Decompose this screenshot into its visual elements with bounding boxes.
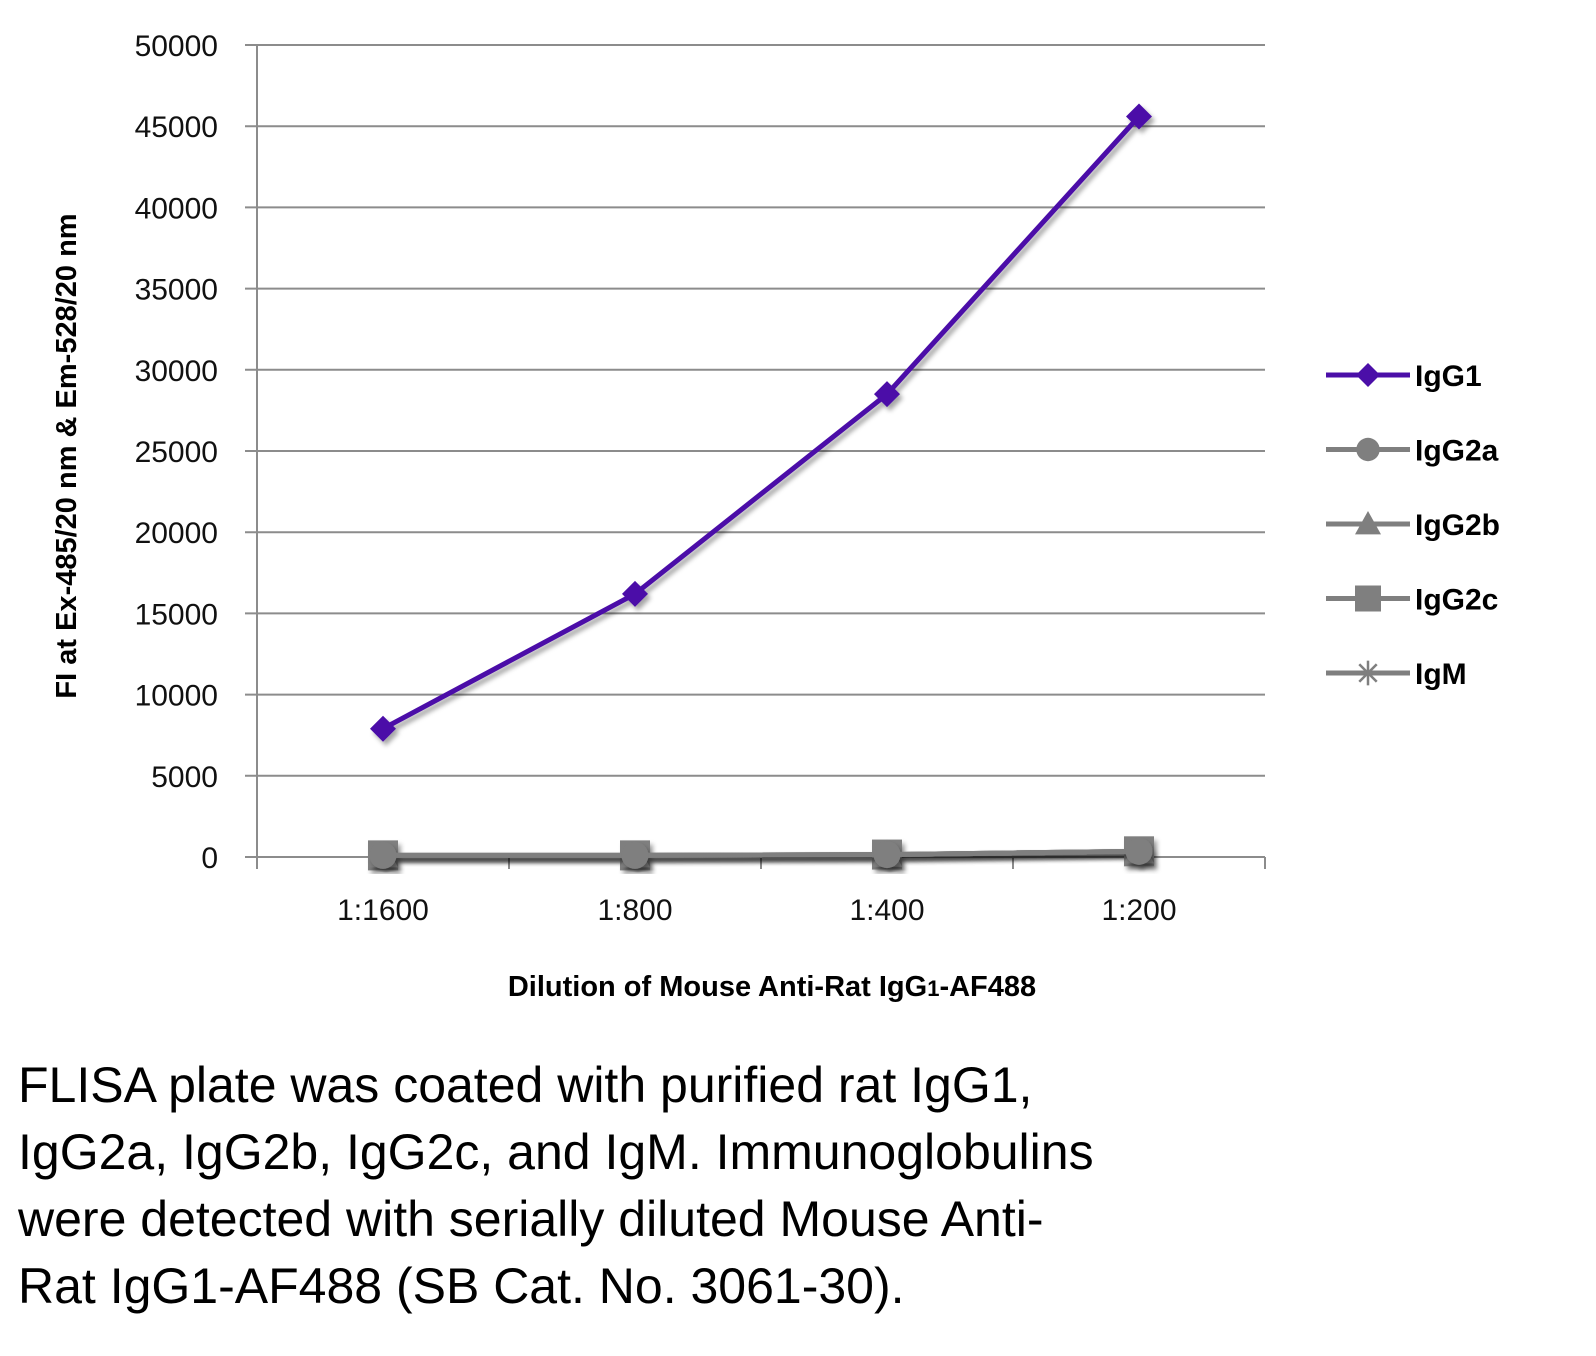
y-tick-label: 15000 [135, 598, 218, 631]
caption-line: FLISA plate was coated with purified rat… [18, 1057, 1033, 1113]
y-tick-label: 45000 [135, 111, 218, 144]
x-tick-label: 1:400 [849, 894, 924, 927]
legend-item-igg1: IgG1 [1326, 360, 1482, 393]
series-line [381, 114, 1141, 731]
marker-star [1355, 660, 1381, 686]
y-axis-title: FI at Ex-485/20 nm & Em-528/20 nm [51, 213, 83, 698]
data-point [873, 841, 901, 869]
elisa-line-chart: 0 5000 10000 15000 20000 25000 30000 35000 40000… [51, 30, 1500, 1003]
figure-caption: FLISA plate was coated with purified rat… [18, 1052, 1518, 1320]
legend-label: IgG2c [1415, 584, 1498, 617]
y-tick-label: 50000 [135, 30, 218, 63]
data-point [1125, 837, 1153, 865]
legend: IgG1 IgG2a IgG2b IgG2c IgM [1326, 360, 1500, 691]
gridlines [245, 44, 1265, 777]
series-line [383, 848, 1140, 858]
data-point [1126, 103, 1152, 130]
x-tick-label: 1:800 [597, 894, 672, 927]
y-tick-label: 30000 [135, 355, 218, 388]
series-lines [368, 103, 1154, 871]
data-point [370, 715, 396, 742]
caption-line: were detected with serially diluted Mous… [18, 1191, 1044, 1247]
y-tick-label: 40000 [135, 192, 218, 225]
data-point [622, 580, 648, 607]
caption-line: Rat IgG1-AF488 (SB Cat. No. 3061-30). [18, 1258, 905, 1314]
marker-circle [1356, 437, 1380, 462]
y-tick-label: 35000 [135, 274, 218, 307]
y-tick-label: 5000 [151, 761, 218, 794]
data-point [874, 381, 900, 408]
marker-square [1355, 585, 1381, 612]
x-tick-label: 1:1600 [337, 894, 429, 927]
data-point [621, 841, 649, 869]
series-igg1 [370, 103, 1152, 742]
marker-triangle [1355, 511, 1381, 535]
legend-item-igg2c: IgG2c [1326, 584, 1498, 617]
legend-item-igg2b: IgG2b [1326, 509, 1500, 542]
marker-diamond [1356, 363, 1380, 387]
y-tick-label: 10000 [135, 680, 218, 713]
y-tick-label: 0 [201, 842, 218, 875]
legend-label: IgG2a [1415, 435, 1499, 468]
data-point [369, 841, 397, 869]
legend-item-igm: IgM [1326, 658, 1467, 691]
x-axis-title: Dilution of Mouse Anti-Rat IgG1-AF488 [508, 971, 1036, 1003]
y-tick-label: 25000 [135, 436, 218, 469]
legend-label: IgG1 [1415, 360, 1482, 393]
series-igg2a [369, 837, 1153, 869]
y-tick-labels: 0 5000 10000 15000 20000 25000 30000 35000 40000… [135, 30, 218, 875]
legend-label: IgG2b [1415, 509, 1500, 542]
caption-line: IgG2a, IgG2b, IgG2c, and IgM. Immunoglob… [18, 1124, 1094, 1180]
axes [245, 45, 1266, 869]
x-tick-label: 1:200 [1101, 894, 1176, 927]
legend-item-igg2a: IgG2a [1326, 435, 1499, 468]
marker-star-stroke [1358, 663, 1378, 683]
legend-label: IgM [1415, 658, 1467, 691]
y-tick-label: 20000 [135, 517, 218, 550]
x-tick-labels: 1:1600 1:800 1:400 1:200 [337, 894, 1176, 927]
